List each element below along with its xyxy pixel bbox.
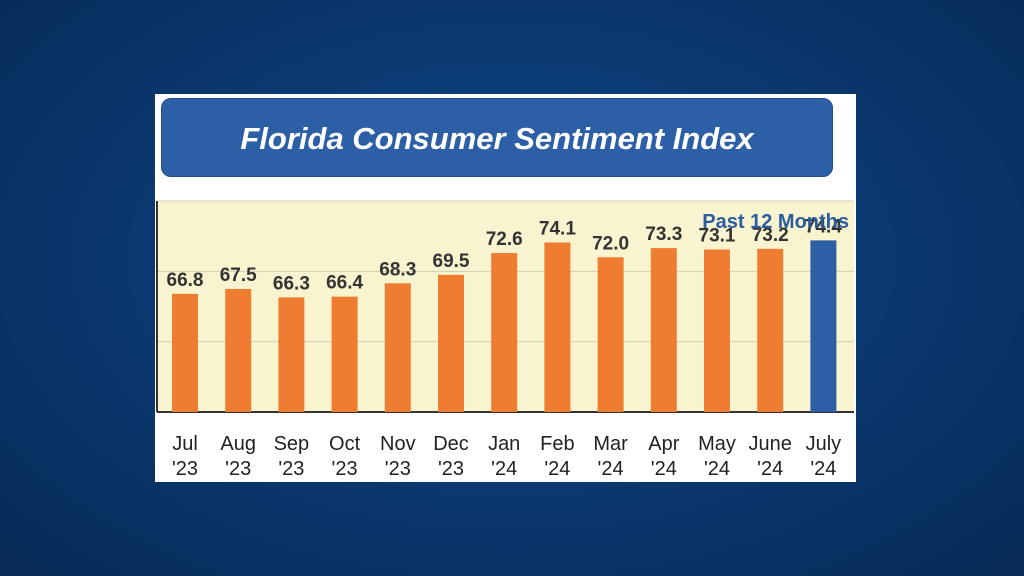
x-tick-label-month: Feb [540, 433, 574, 455]
bar-1 [225, 288, 252, 412]
x-tick-label-year: '24 [651, 458, 677, 480]
data-label: 66.8 [167, 270, 204, 291]
data-label: 74.4 [805, 216, 842, 237]
x-tick-label-year: '24 [810, 458, 836, 480]
bar-12 [810, 240, 837, 412]
chart-subtitle: Past 12 Months [702, 211, 849, 233]
x-tick-label-year: '23 [172, 458, 198, 480]
bar-6 [491, 253, 518, 412]
bar-0 [172, 293, 198, 412]
data-labels: 66.8 67.5 66.3 66.4 68.3 69.5 72.6 74.1 72.0 73.3… [167, 216, 843, 294]
x-tick-label-year: '23 [225, 458, 251, 480]
data-label: 74.1 [539, 218, 576, 239]
x-tick-label-year: '24 [598, 458, 624, 480]
bar-9 [650, 248, 677, 412]
bar-10 [704, 249, 730, 412]
x-tick-label-month: Jan [488, 433, 520, 455]
x-tick-label-month: Sep [274, 433, 310, 455]
x-tick-label-month: July [806, 433, 842, 455]
x-tick-label-month: Aug [220, 433, 256, 455]
data-label: 66.3 [273, 273, 310, 294]
x-tick-label-month: Oct [329, 433, 361, 455]
x-tick-label-year: '23 [278, 458, 304, 480]
data-label: 67.5 [220, 265, 257, 286]
bars [172, 240, 837, 412]
data-label: 68.3 [379, 259, 416, 280]
bar-chart: 66.8 67.5 66.3 66.4 68.3 69.5 72.6 74.1 72.0 73.3… [156, 200, 854, 480]
title-banner: Florida Consumer Sentiment Index [161, 98, 833, 177]
x-tick-label-month: Apr [648, 433, 679, 455]
x-tick-label-year: '24 [544, 458, 570, 480]
x-tick-label-month: Mar [593, 433, 628, 455]
x-tick-label-year: '24 [704, 458, 730, 480]
data-label: 72.0 [592, 233, 629, 254]
x-tick-label-month: Dec [433, 433, 469, 455]
x-tick-labels: Jul '23 Aug '23 Sep '23 Oct '23 Nov '23 Dec '23 Jan '… [172, 433, 841, 480]
bar-11 [757, 248, 784, 412]
bar-7 [544, 242, 571, 412]
x-tick-label-year: '24 [491, 458, 517, 480]
x-tick-label-month: Nov [380, 433, 416, 455]
x-tick-label-month: Jul [172, 433, 198, 455]
bar-2 [278, 297, 305, 412]
data-label: 73.1 [699, 226, 736, 247]
x-tick-label-year: '23 [385, 458, 411, 480]
x-tick-label-year: '23 [438, 458, 464, 480]
data-label: 73.2 [752, 225, 789, 246]
data-label: 69.5 [433, 251, 470, 272]
bar-8 [597, 257, 624, 412]
x-tick-label-month: May [698, 433, 736, 455]
data-label: 66.4 [326, 273, 363, 294]
x-tick-label-year: '24 [757, 458, 783, 480]
data-label: 72.6 [486, 229, 523, 250]
bar-3 [331, 296, 358, 412]
bar-5 [438, 274, 464, 412]
chart-card: 66.8 67.5 66.3 66.4 68.3 69.5 72.6 74.1 72.0 73.3… [155, 94, 856, 482]
bar-4 [384, 283, 411, 412]
data-label: 73.3 [645, 224, 682, 245]
x-tick-label-year: '23 [332, 458, 358, 480]
chart-title: Florida Consumer Sentiment Index [240, 121, 754, 156]
x-tick-label-month: June [749, 433, 792, 455]
